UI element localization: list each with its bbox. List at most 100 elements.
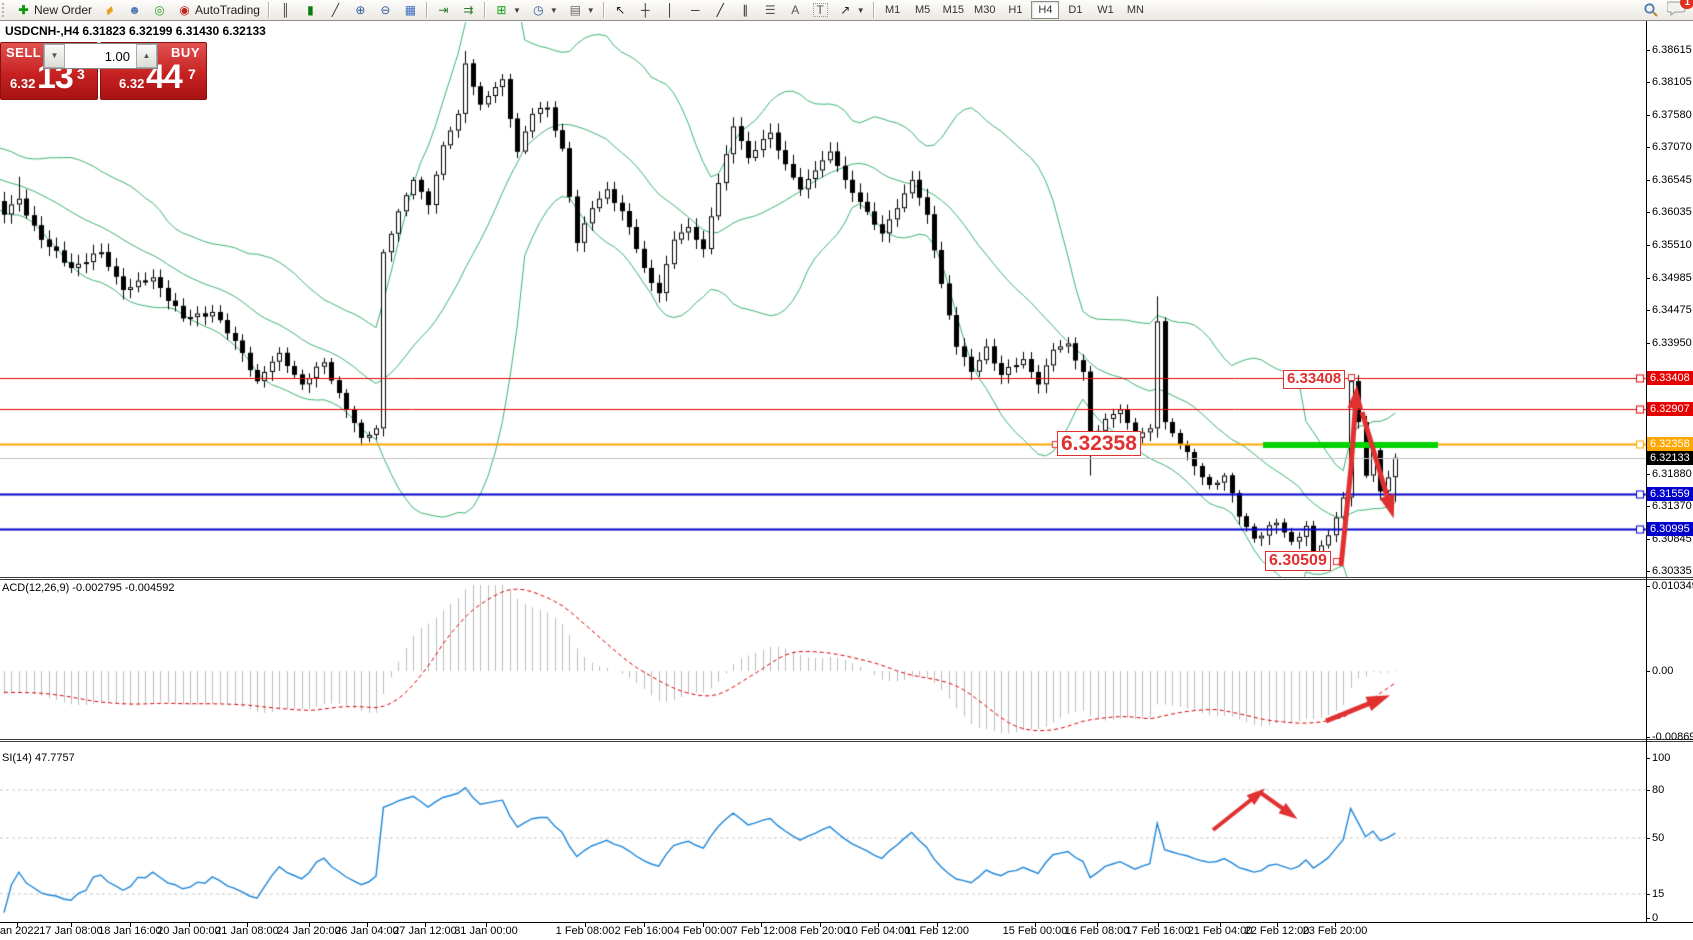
timeframe-button-m1[interactable]: M1 xyxy=(885,4,901,16)
time-axis-label: 21 Jan 08:00 xyxy=(215,925,279,937)
chart-window[interactable]: USDCNH-,H4 6.31823 6.32199 6.31430 6.321… xyxy=(0,21,1693,940)
fibonacci-button[interactable]: ☰ xyxy=(758,0,783,20)
chart-shift-button[interactable]: ⇥ xyxy=(431,0,456,20)
pane-separator[interactable] xyxy=(0,577,1693,580)
timeframe-button-w1[interactable]: W1 xyxy=(1097,4,1114,16)
time-axis-label: 10 Feb 04:00 xyxy=(845,925,911,937)
buy-label: BUY xyxy=(171,45,200,60)
price-tick-label: 6.36545 xyxy=(1652,174,1692,187)
rsi-tick-mark xyxy=(1646,758,1650,759)
sell-price-small: 6.32 xyxy=(10,76,36,91)
chart-canvas[interactable] xyxy=(0,21,1693,940)
zoom-out-button[interactable]: ⊖ xyxy=(373,0,398,20)
mid-level-annotation[interactable]: 6.32358 xyxy=(1057,431,1141,457)
timeframe-button-h1[interactable]: H1 xyxy=(1008,4,1023,16)
trendline-button[interactable]: ╱ xyxy=(708,0,733,20)
price-badge: 6.31559 xyxy=(1647,486,1693,501)
time-axis-label: 22 Feb 12:00 xyxy=(1244,925,1310,937)
rsi-scale-label: 80 xyxy=(1652,784,1665,796)
chart-shift-icon: ⇥ xyxy=(438,2,449,17)
text-icon: A xyxy=(791,2,800,17)
time-tick-mark xyxy=(1220,923,1221,927)
price-axis-line xyxy=(1646,21,1647,923)
price-tick-mark xyxy=(1646,278,1650,280)
autotrading-button[interactable]: ◉ AutoTrading xyxy=(172,0,265,20)
time-tick-mark xyxy=(1097,923,1098,927)
zoom-out-icon: ⊖ xyxy=(380,2,391,17)
rsi-scale-label: 100 xyxy=(1652,752,1671,764)
highlighter-button[interactable]: ▰ xyxy=(97,0,122,20)
channel-button[interactable]: ∥ xyxy=(733,0,758,20)
templates-button[interactable]: ▤ ▼ xyxy=(563,0,600,20)
horizontal-line-button[interactable]: ─ xyxy=(683,0,708,20)
price-badge: 6.32358 xyxy=(1647,436,1693,451)
price-tick-mark xyxy=(1646,245,1650,247)
price-tick-mark xyxy=(1646,82,1650,84)
time-axis-label: 2 Feb 16:00 xyxy=(614,925,674,937)
timeframe-button-m15[interactable]: M15 xyxy=(942,4,965,16)
cursor-button[interactable]: ↖ xyxy=(608,0,633,20)
text-button[interactable]: A xyxy=(783,0,808,20)
volume-input[interactable] xyxy=(65,44,136,68)
volume-decrease-button[interactable]: ▼ xyxy=(44,44,65,68)
candlestick-chart-icon: ▮ xyxy=(307,2,314,17)
rsi-tick-mark xyxy=(1646,918,1650,919)
time-tick-mark xyxy=(189,923,190,927)
time-axis-label: 26 Jan 04:00 xyxy=(335,925,399,937)
highlighter-icon: ▰ xyxy=(101,1,118,18)
time-tick-mark xyxy=(644,923,645,927)
price-tick-mark xyxy=(1646,473,1650,475)
candlestick-chart-button[interactable]: ▮ xyxy=(298,0,323,20)
time-tick-mark xyxy=(761,923,762,927)
community-button[interactable]: ☻ xyxy=(122,0,147,20)
low-annotation[interactable]: 6.30509 xyxy=(1265,551,1331,571)
price-tick-label: 6.34985 xyxy=(1652,272,1692,285)
resistance-annotation[interactable]: 6.33408 xyxy=(1283,370,1346,389)
time-tick-mark xyxy=(1158,923,1159,927)
text-label-button[interactable]: T xyxy=(808,0,833,20)
price-tick-mark xyxy=(1646,180,1650,182)
auto-scroll-button[interactable]: ⇉ xyxy=(456,0,481,20)
time-tick-mark xyxy=(703,923,704,927)
price-tick-mark xyxy=(1646,147,1650,149)
periods-button[interactable]: ◷ ▼ xyxy=(526,0,563,20)
time-axis-label: 18 Jan 16:00 xyxy=(98,925,162,937)
line-chart-button[interactable]: ╱ xyxy=(323,0,348,20)
expert-advisors-button[interactable]: ◎ xyxy=(147,0,172,20)
time-axis-label: 4 Feb 00:00 xyxy=(673,925,733,937)
arrows-button[interactable]: ↗ ▼ xyxy=(833,0,870,20)
time-axis-label: 11 Feb 12:00 xyxy=(904,925,970,937)
trendline-icon: ╱ xyxy=(716,2,724,17)
time-tick-mark xyxy=(585,923,586,927)
indicators-button[interactable]: ⊞ ▼ xyxy=(489,0,526,20)
autotrading-icon: ◉ xyxy=(179,2,190,17)
timeframe-button-m5[interactable]: M5 xyxy=(915,4,931,16)
timeframe-button-h4[interactable]: H4 xyxy=(1031,1,1060,19)
bar-chart-button[interactable]: ║ xyxy=(273,0,298,20)
time-tick-mark xyxy=(1335,923,1336,927)
new-order-button[interactable]: ✚ New Order xyxy=(11,0,97,20)
toolbar-grip[interactable] xyxy=(2,3,9,17)
notifications-button[interactable]: 1 xyxy=(1666,0,1693,19)
zoom-in-button[interactable]: ⊕ xyxy=(348,0,373,20)
tile-windows-button[interactable]: ▦ xyxy=(398,0,423,20)
timeframe-button-mn[interactable]: MN xyxy=(1126,4,1144,16)
auto-scroll-icon: ⇉ xyxy=(463,2,474,17)
toolbar-separator xyxy=(483,2,486,18)
search-icon[interactable] xyxy=(1643,2,1659,18)
time-tick-mark xyxy=(130,923,131,927)
volume-increase-button[interactable]: ▲ xyxy=(136,44,157,68)
autotrading-label: AutoTrading xyxy=(195,3,260,17)
timeframe-button-d1[interactable]: D1 xyxy=(1068,4,1083,16)
crosshair-button[interactable]: ┼ xyxy=(633,0,658,20)
price-tick-mark xyxy=(1646,212,1650,214)
vertical-line-button[interactable]: │ xyxy=(658,0,683,20)
timeframe-button-m30[interactable]: M30 xyxy=(974,4,996,16)
time-axis-label: 17 Jan 08:00 xyxy=(39,925,103,937)
tile-windows-icon: ▦ xyxy=(404,2,417,17)
buy-price-sup: 7 xyxy=(188,66,196,82)
pane-separator[interactable] xyxy=(0,739,1693,742)
time-axis-line xyxy=(0,922,1693,923)
price-tick-mark xyxy=(1646,570,1650,572)
time-axis-label: 8 Feb 20:00 xyxy=(790,925,850,937)
